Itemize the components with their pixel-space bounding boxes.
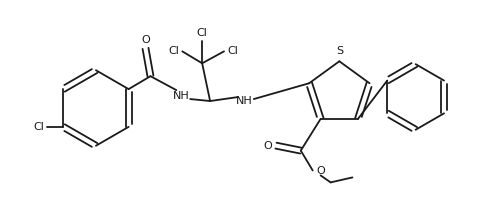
Text: O: O [264,141,272,151]
Text: NH: NH [236,96,252,106]
Text: O: O [141,35,150,45]
Text: O: O [316,167,325,176]
Text: Cl: Cl [197,29,207,39]
Text: Cl: Cl [168,46,179,56]
Text: Cl: Cl [33,122,44,132]
Text: Cl: Cl [228,46,239,56]
Text: NH: NH [173,91,190,101]
Text: S: S [336,46,343,56]
